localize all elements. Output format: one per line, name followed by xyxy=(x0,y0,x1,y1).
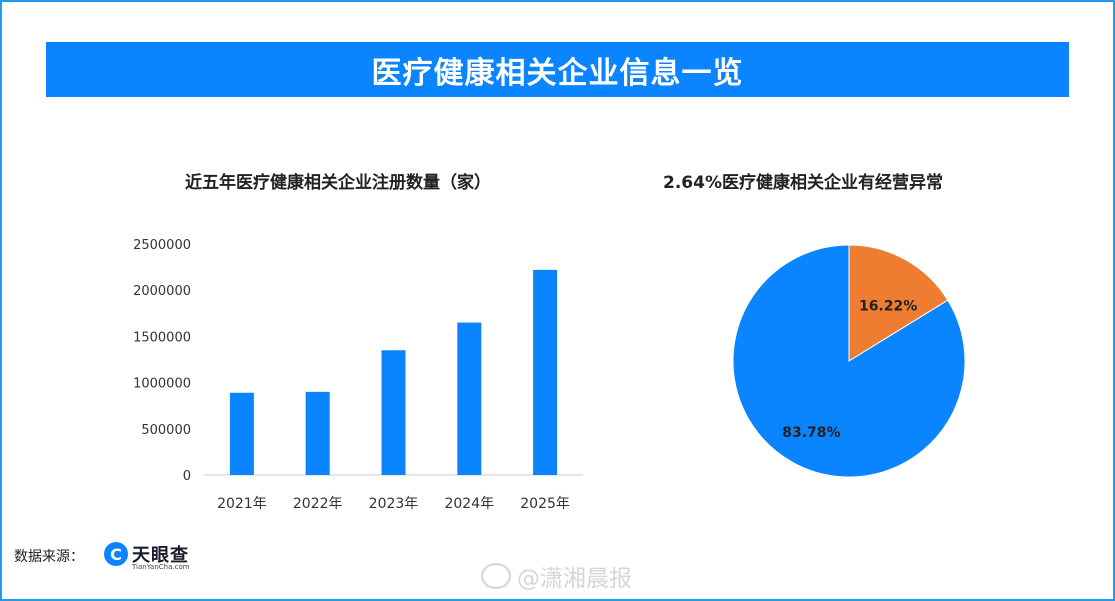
y-tick-label-3: 1500000 xyxy=(133,330,191,345)
page-title: 医疗健康相关企业信息一览 xyxy=(371,55,744,91)
x-tick-label-0: 2021年 xyxy=(217,496,267,512)
tianyancha-logo: C 天眼查 TianYanCha.com xyxy=(104,540,204,574)
x-tick-label-2: 2023年 xyxy=(369,496,419,512)
pie-slice-0 xyxy=(848,244,949,362)
weibo-icon xyxy=(481,563,511,589)
bar-1 xyxy=(305,391,330,475)
x-tick-label-4: 2025年 xyxy=(520,496,570,512)
pie-label-1: 83.78% xyxy=(782,425,840,441)
weibo-watermark: @潇湘晨报 xyxy=(481,559,632,593)
y-tick-label-4: 2000000 xyxy=(133,284,191,299)
bar-3 xyxy=(457,322,482,475)
pie-slice-1 xyxy=(732,244,966,478)
bar-4 xyxy=(533,269,558,475)
bar-chart-title: 近五年医疗健康相关企业注册数量（家） xyxy=(185,173,491,193)
x-tick-label-1: 2022年 xyxy=(293,496,343,512)
x-tick-label-3: 2024年 xyxy=(444,496,494,512)
pie-label-0: 16.22% xyxy=(859,298,917,314)
bar-0 xyxy=(229,392,254,475)
tianyancha-logo-subtext: TianYanCha.com xyxy=(132,563,190,571)
y-tick-label-1: 500000 xyxy=(141,423,191,438)
y-tick-label-0: 0 xyxy=(183,469,191,484)
bar-2 xyxy=(381,350,406,475)
page-banner: 医疗健康相关企业信息一览 xyxy=(46,42,1069,97)
watermark-text: @潇湘晨报 xyxy=(517,566,632,592)
tianyancha-logo-icon: C xyxy=(104,542,128,566)
data-source-label: 数据来源： xyxy=(14,549,84,565)
y-tick-label-2: 1000000 xyxy=(133,377,191,392)
pie-chart-title: 2.64%医疗健康相关企业有经营异常 xyxy=(663,173,943,193)
tianyancha-logo-text: 天眼查 xyxy=(132,545,189,566)
y-tick-label-5: 2500000 xyxy=(133,238,191,253)
